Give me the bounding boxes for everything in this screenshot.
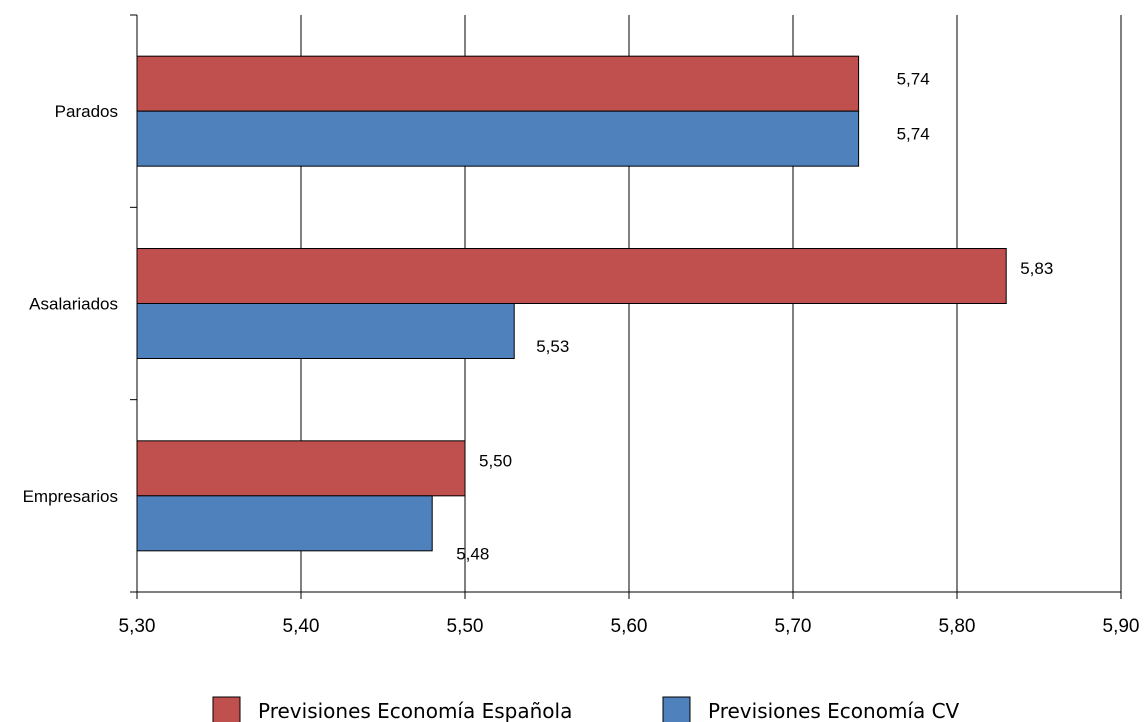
data-label: 5,74 bbox=[897, 70, 930, 89]
bar-espanola-empresarios bbox=[136, 440, 466, 497]
bar-cv-asalariados bbox=[136, 303, 515, 359]
axes: 5,30 5,40 5,50 5,60 5,70 5,80 5,90 Parados Asala… bbox=[23, 14, 1140, 637]
bar-cv-parados bbox=[136, 110, 860, 167]
x-tick-label: 5,40 bbox=[283, 616, 320, 637]
x-tick-label: 5,30 bbox=[119, 616, 156, 637]
category-label: Asalariados bbox=[29, 295, 118, 314]
bar-cv-empresarios bbox=[136, 495, 433, 552]
data-label: 5,83 bbox=[1020, 259, 1053, 278]
category-label: Parados bbox=[55, 102, 118, 121]
bars bbox=[136, 55, 1007, 552]
x-tick-label: 5,60 bbox=[611, 616, 648, 637]
legend: Previsiones Economía Española Previsiones… bbox=[212, 696, 960, 722]
x-tick-label: 5,50 bbox=[447, 616, 484, 637]
legend-swatch bbox=[212, 696, 241, 722]
data-label: 5,74 bbox=[897, 125, 930, 144]
x-tick-label: 5,80 bbox=[939, 616, 976, 637]
data-labels: 5,74 5,74 5,83 5,53 5,50 5,48 bbox=[456, 70, 1053, 564]
legend-label: Previsiones Economía CV bbox=[708, 699, 960, 722]
x-tick-label: 5,90 bbox=[1103, 616, 1140, 637]
data-label: 5,50 bbox=[479, 451, 512, 470]
data-label: 5,48 bbox=[456, 544, 489, 563]
data-label: 5,53 bbox=[536, 337, 569, 356]
bar-espanola-asalariados bbox=[136, 248, 1007, 304]
legend-swatch bbox=[662, 696, 691, 722]
legend-label: Previsiones Economía Española bbox=[258, 699, 572, 722]
bar-espanola-parados bbox=[136, 55, 860, 112]
x-tick-label: 5,70 bbox=[775, 616, 812, 637]
category-label: Empresarios bbox=[23, 487, 118, 506]
